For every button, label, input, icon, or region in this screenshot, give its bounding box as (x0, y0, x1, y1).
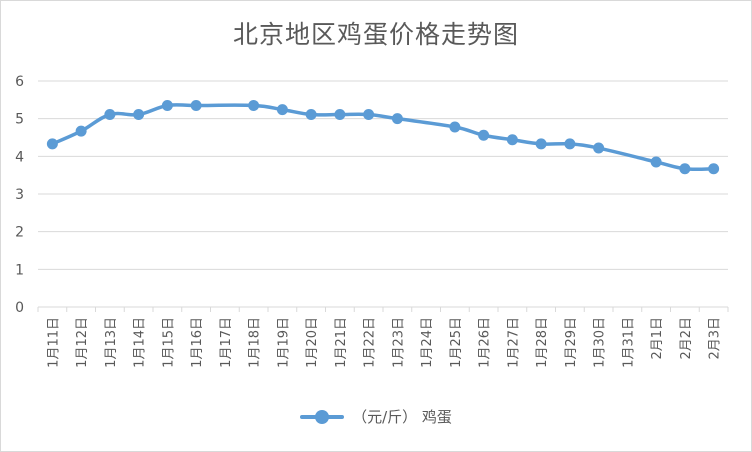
data-point (190, 99, 202, 111)
x-tick-label: 1月24日 (420, 317, 435, 368)
y-tick-label: 0 (15, 300, 24, 316)
x-tick-label: 2月2日 (679, 317, 694, 360)
x-tick-label: 1月11日 (46, 317, 61, 368)
x-tick-label: 1月19日 (276, 317, 291, 368)
chart-title: 北京地区鸡蛋价格走势图 (232, 20, 519, 49)
series-line (50, 103, 716, 172)
x-tick-label: 1月17日 (219, 317, 234, 368)
y-tick-label: 5 (15, 112, 24, 128)
x-tick-label: 1月22日 (363, 317, 378, 368)
legend-label: （元/斤） 鸡蛋 (352, 408, 452, 426)
data-point (593, 142, 605, 154)
data-point (679, 163, 691, 175)
data-point (391, 113, 403, 125)
data-point (564, 138, 576, 150)
data-point (161, 99, 173, 111)
data-point (363, 109, 375, 121)
y-tick-label: 3 (15, 187, 24, 203)
data-point (650, 156, 662, 168)
data-point (708, 163, 720, 175)
data-point (46, 138, 58, 150)
y-tick-label: 1 (15, 262, 24, 278)
x-tick-label: 1月18日 (248, 317, 263, 368)
x-tick-label: 1月28日 (535, 317, 550, 368)
x-tick-label: 1月30日 (593, 317, 608, 368)
x-tick-label: 1月31日 (621, 317, 636, 368)
data-point (506, 134, 518, 146)
data-point (75, 125, 87, 137)
legend: （元/斤） 鸡蛋 (1, 406, 751, 427)
y-tick-label: 4 (15, 149, 24, 165)
x-tick-label: 1月20日 (305, 317, 320, 368)
x-tick-label: 1月21日 (334, 317, 349, 368)
y-tick-label: 2 (15, 225, 24, 241)
x-tick-label: 2月1日 (650, 317, 665, 360)
x-tick-label: 1月26日 (478, 317, 493, 368)
data-point (305, 109, 317, 121)
x-tick-label: 1月12日 (75, 317, 90, 368)
x-tick-label: 1月14日 (133, 317, 148, 368)
data-point (133, 109, 145, 121)
y-tick-label: 6 (15, 74, 24, 90)
x-tick-label: 1月16日 (190, 317, 205, 368)
data-point (104, 109, 116, 121)
data-point (248, 99, 260, 111)
data-point (334, 109, 346, 121)
x-tick-label: 1月23日 (391, 317, 406, 368)
x-tick-label: 1月29日 (564, 317, 579, 368)
data-point (449, 121, 461, 133)
data-point (535, 138, 547, 150)
x-tick-label: 1月25日 (449, 317, 464, 368)
x-tick-label: 1月13日 (104, 317, 119, 368)
data-point (276, 104, 288, 116)
legend-marker (300, 409, 345, 424)
x-tick-label: 2月3日 (708, 317, 723, 360)
data-point (478, 129, 490, 141)
x-tick-label: 1月15日 (161, 317, 176, 368)
x-tick-label: 1月27日 (506, 317, 521, 368)
